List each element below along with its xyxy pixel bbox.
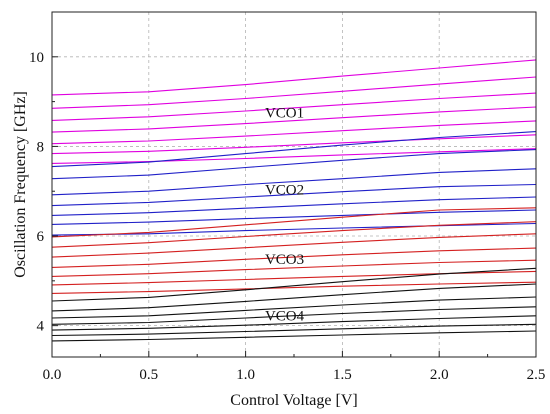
y-tick-label: 6 [37,229,45,245]
series-line-vco1-4 [51,106,537,133]
series-line-vco1-7 [51,148,537,164]
x-tick-label: 1.0 [236,367,255,383]
series-line-vco4-4 [51,306,537,325]
y-tick-label: 4 [37,319,45,335]
series-line-vco3-4 [51,247,537,268]
series-line-vco2-2 [51,149,537,180]
x-tick-label: 1.5 [333,367,352,383]
series-label-vco3: VCO3 [265,252,304,268]
series-labels: VCO1 VCO2 VCO3 VCO4 [265,105,305,324]
x-tick-label: 0.0 [43,367,62,383]
series-line-vco2-6 [51,209,537,225]
series-line-vco1-5 [51,120,537,145]
x-tick-label: 2.0 [430,367,449,383]
series-line-vco2-3 [51,168,537,196]
series-line-vco2-5 [51,196,537,216]
x-tick-label: 0.5 [139,367,158,383]
series-label-vco2: VCO2 [265,182,304,198]
series-line-vco3-6 [51,270,537,286]
series-line-vco1-6 [51,134,537,155]
series-line-vco2-4 [51,183,537,207]
series-line-vco4-2 [51,283,537,312]
series-line-vco3-5 [51,259,537,277]
x-axis-title: Control Voltage [V] [230,392,357,409]
series-label-vco4: VCO4 [265,309,305,325]
series-line-vco3-3 [51,233,537,258]
series-line-vco4-6 [51,323,537,337]
series-lines [51,59,537,342]
series-line-vco1-1 [51,59,537,96]
series-line-vco4-7 [51,330,537,342]
series-line-vco4-5 [51,315,537,331]
series-label-vco1: VCO1 [265,105,304,121]
series-line-vco3-2 [51,221,537,248]
series-line-vco3-7 [51,281,537,294]
axis-ticks: 0.0 0.5 1.0 1.5 2.0 2.5 4 6 8 10 [29,11,546,383]
y-axis-title: Oscillation Frequency [GHz] [12,91,29,278]
series-line-vco3-1 [51,207,537,238]
series-line-vco1-2 [51,76,537,109]
series-line-vco2-1 [51,131,537,168]
series-line-vco1-3 [51,92,537,121]
series-line-vco4-3 [51,296,537,319]
series-line-vco2-7 [51,222,537,236]
y-tick-label: 8 [37,139,45,155]
series-line-vco4-1 [51,267,537,302]
y-tick-label: 10 [29,50,44,66]
x-tick-label: 2.5 [527,367,546,383]
